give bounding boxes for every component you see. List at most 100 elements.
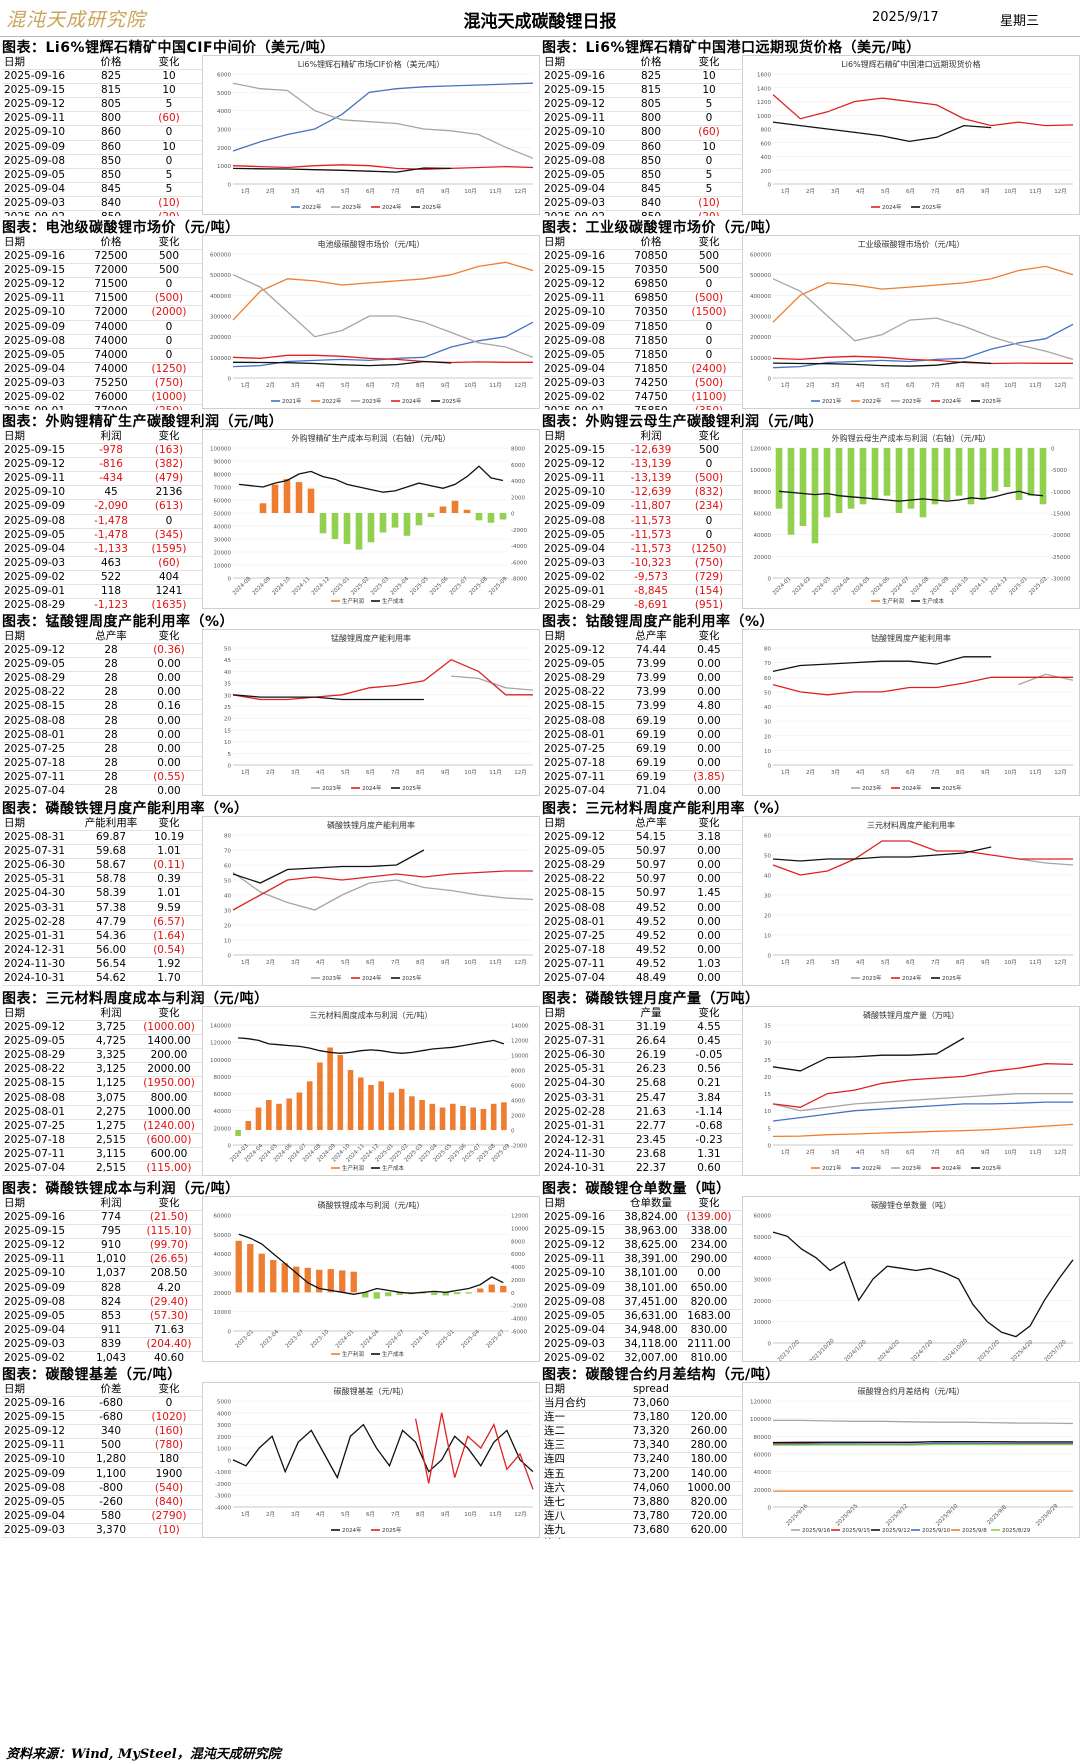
profit-bar [281, 1263, 288, 1293]
profit-bar [967, 448, 975, 505]
table-cell: 2025-09-01 [544, 585, 606, 598]
series-line-2 [232, 274, 534, 358]
column-header: 日期 [4, 56, 25, 68]
table-cell: -12,639 [630, 444, 672, 457]
legend-label: 2025/8/29 [1002, 1528, 1031, 1534]
y-tick-label: 300000 [210, 315, 231, 321]
x-tick-label: 2025/7/20 [1044, 1339, 1069, 1361]
table-cell: 2025-09-12 [544, 278, 606, 291]
x-tick-label: 11月 [489, 188, 502, 195]
table-row: 2025-02-28 21.63 -1.14 [542, 1106, 742, 1120]
y-tick-label: 50 [764, 854, 771, 860]
table-cell: 2025-09-05 [544, 528, 606, 541]
table-cell: 2025-09-09 [544, 1281, 606, 1294]
legend-label: 2023年 [862, 784, 882, 792]
y-tick-label: 20000 [214, 551, 232, 557]
data-table: 日期 总产率 变化 2025-09-12 28 (0.36) 2025-09-05 28 0.0… [2, 630, 202, 797]
table-row: 2025-09-15 815 10 [2, 84, 202, 99]
chart-svg: 钴酸锂周度产能利用率 0 10 20 30 40 50 60 70 80 1月 2月 3月 4月 5月 6月 7… [764, 633, 1074, 792]
table-cell: 805 [100, 98, 122, 111]
y-tick-label: 40 [764, 705, 771, 711]
series-line-0 [232, 871, 534, 911]
profit-bar [931, 448, 939, 505]
table-cell: 820.00 [690, 1495, 728, 1508]
table-cell: 2024-09-30 [542, 1176, 622, 1177]
profit-bar [337, 1055, 344, 1130]
y-tick-label: 60000 [214, 1092, 232, 1098]
table-cell: 4,725 [95, 1035, 127, 1048]
table-row: 2025-09-15 70350 500 [542, 264, 742, 279]
table-cell: (600.00) [146, 1133, 192, 1146]
y2-tick-label: 0 [511, 1129, 515, 1135]
table-row: 2025-09-08 71850 0 [542, 335, 742, 349]
legend-label: 2024年 [362, 784, 382, 792]
table-cell: 0.00 [680, 986, 738, 987]
chart-svg: 三元材料周度成本与利润（元/吨）020000400006000080000100… [210, 1010, 529, 1172]
x-tick-label: 7月 [931, 769, 940, 776]
profit-bar [823, 448, 831, 518]
table-row: 2025-09-15 -12,639 500 [542, 444, 742, 459]
table-cell: 3,075 [95, 1091, 127, 1104]
panel-0: 图表：Li6%锂辉石精矿中国CIF中间价（美元/吨） 日期 价格 变化 2025-09-… [0, 36, 540, 216]
table-cell: 2025-04-30 [4, 887, 66, 900]
table-cell: 73.99 [635, 658, 667, 671]
profit-bar [255, 1107, 262, 1130]
table-cell: 74750 [634, 391, 668, 404]
panel-title: 图表：磷酸铁锂月度产量（万吨） [542, 991, 760, 1007]
table-header: 日期 总产率 变化 [2, 630, 202, 645]
table-cell: 720.00 [690, 1509, 728, 1522]
profit-bar [270, 1260, 277, 1293]
y-tick-label: 0 [228, 764, 232, 770]
cost-line [778, 490, 1044, 502]
panel-3: 图表：工业级碳酸锂市场价（元/吨） 日期 价格 变化 2025-09-16 70850 50… [540, 216, 1080, 410]
table-cell: 0 [165, 126, 173, 139]
table-cell: 2025-08-01 [4, 728, 66, 741]
table-cell: 50.97 [635, 887, 667, 900]
profit-bar [500, 1285, 507, 1293]
table-cell: (60) [158, 556, 180, 569]
chart-svg: 三元材料周度产能利用率 0 10 20 30 40 50 60 1月 2月 3月 4月 5月 6月 7月 8月… [764, 820, 1074, 982]
legend-label: 2022年 [862, 397, 882, 405]
legend-label: 2025年 [982, 1164, 1002, 1172]
y2-tick-label: 4000 [511, 1265, 525, 1271]
x-tick-label: 9月 [981, 188, 990, 195]
x-tick-label: 2025-01 [1008, 576, 1028, 596]
chart-title: Li6%锂辉石精矿中国港口远期现货价格 [841, 59, 980, 69]
x-tick-label: 9月 [441, 959, 450, 966]
table-cell: 850 [622, 211, 680, 216]
table-row: 2024-11-30 56.54 1.92 [2, 958, 202, 973]
x-tick-label: 2025-07 [485, 1329, 506, 1350]
column-header: 变化 [158, 817, 180, 829]
chart-title: 磷酸铁锂成本与利润（元/吨） [318, 1200, 425, 1210]
table-cell: 2136 [155, 486, 183, 499]
y-tick-label: 0 [768, 954, 772, 960]
chart-title: 碳酸锂基差（元/吨） [334, 1386, 409, 1396]
x-tick-label: 4月 [856, 769, 865, 776]
profit-bar [1039, 448, 1047, 505]
table-cell: 连四 [544, 1453, 565, 1466]
table-cell: 2024-12-31 [544, 1133, 606, 1146]
legend-label: 2023年 [902, 1164, 922, 1172]
table-row: 2025-09-09 1,100 1900 [2, 1468, 202, 1482]
y-tick-label: 60000 [214, 499, 232, 505]
x-tick-label: 2024/4/20 [877, 1339, 902, 1361]
legend-label: 2025年 [422, 203, 442, 211]
table-cell: (20) [140, 211, 198, 216]
table-row: 2025-09-09 38,101.00 650.00 [542, 1282, 742, 1296]
table-cell: 850 [100, 154, 122, 167]
x-tick-label: 7月 [931, 188, 940, 195]
profit-bar [460, 1106, 466, 1130]
table-cell: 71500 [94, 278, 128, 291]
table-header: 日期 价格 变化 [2, 236, 202, 251]
y-tick-label: 0 [768, 1342, 772, 1348]
table-row: 2025-09-09 71850 0 [542, 321, 742, 335]
legend-label: 2024年 [942, 397, 962, 405]
table-row: 2025-09-03 463 (60) [2, 557, 202, 571]
column-header: 仓单数量 [630, 1197, 672, 1209]
table-cell: 2025-09-02 [4, 391, 66, 404]
profit-bar [475, 513, 483, 521]
table-cell: 2025-09-15 [544, 1225, 606, 1238]
table-cell: 815 [640, 84, 662, 97]
table-row: 当月合约 73,060 [542, 1397, 742, 1412]
y-tick-label: 50 [764, 690, 771, 696]
